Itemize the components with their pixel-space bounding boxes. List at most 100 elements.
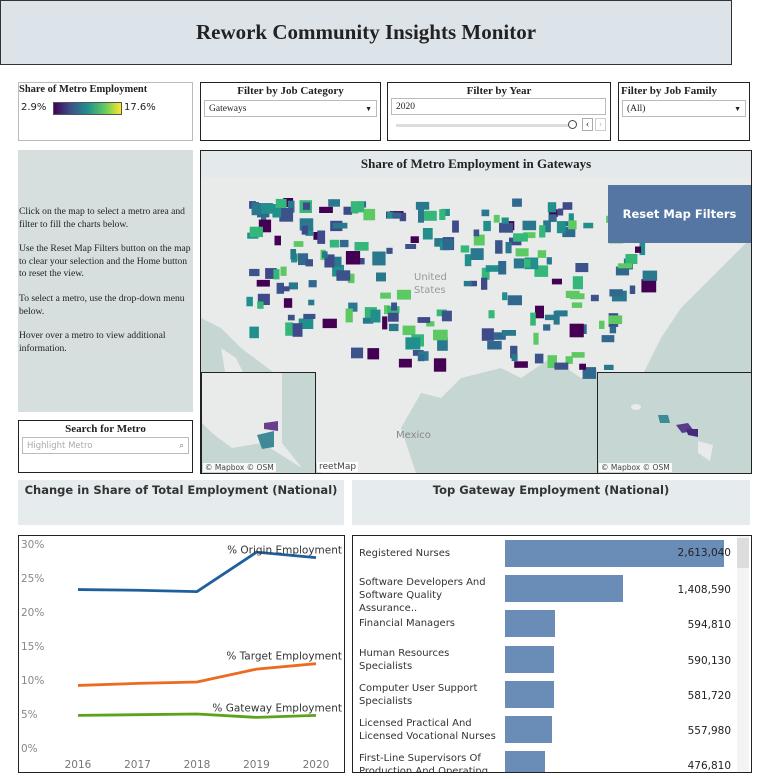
bar[interactable] — [505, 575, 624, 603]
metro-area[interactable] — [386, 247, 393, 254]
metro-area[interactable] — [347, 273, 355, 284]
hawaii-inset[interactable]: © Mapbox © OSM — [597, 372, 751, 473]
metro-area[interactable] — [415, 201, 430, 210]
metro-area[interactable] — [417, 317, 431, 323]
metro-area[interactable] — [473, 229, 480, 237]
metro-area[interactable] — [249, 326, 259, 339]
metro-area[interactable] — [530, 312, 536, 326]
metro-area[interactable] — [257, 293, 270, 305]
metro-area[interactable] — [249, 226, 263, 238]
metro-area[interactable] — [513, 258, 524, 269]
metro-area[interactable] — [601, 335, 615, 343]
metro-area[interactable] — [629, 285, 636, 295]
metro-area[interactable] — [568, 213, 574, 228]
reset-map-filters-button[interactable]: Reset Map Filters — [608, 185, 751, 243]
bar[interactable] — [505, 610, 555, 638]
metro-area[interactable] — [523, 232, 536, 239]
metro-area[interactable] — [391, 302, 397, 311]
metro-area[interactable] — [434, 238, 446, 247]
metro-area[interactable] — [487, 340, 502, 350]
metro-area[interactable] — [273, 269, 280, 280]
metro-area[interactable] — [328, 199, 340, 207]
metro-area[interactable] — [410, 236, 419, 243]
metro-area[interactable] — [322, 318, 337, 329]
metro-area[interactable] — [554, 362, 569, 370]
metro-area[interactable] — [498, 261, 507, 275]
year-input[interactable]: 2020 — [391, 98, 606, 115]
metro-area[interactable] — [305, 259, 314, 267]
metro-area[interactable] — [493, 332, 506, 340]
metro-area[interactable] — [396, 289, 411, 300]
metro-area[interactable] — [514, 361, 528, 368]
metro-area[interactable] — [348, 302, 358, 312]
metro-area[interactable] — [548, 214, 557, 222]
metro-area[interactable] — [356, 258, 365, 265]
metro-area[interactable] — [418, 209, 424, 223]
metro-area[interactable] — [387, 309, 399, 322]
metro-area[interactable] — [372, 251, 386, 266]
alaska-inset[interactable]: © Mapbox © OSM — [201, 372, 316, 473]
metro-area[interactable] — [287, 200, 295, 213]
metro-area[interactable] — [512, 198, 522, 207]
metro-area[interactable] — [481, 277, 488, 290]
year-slider-track[interactable] — [396, 124, 572, 127]
map-attribution[interactable]: © Mapbox © OSM — [599, 463, 672, 472]
metro-area[interactable] — [261, 204, 276, 214]
metro-area[interactable] — [583, 222, 594, 229]
series-line[interactable] — [77, 550, 317, 594]
metro-area[interactable] — [441, 208, 450, 216]
metro-area[interactable] — [376, 272, 386, 282]
metro-area[interactable] — [452, 220, 459, 233]
metro-area[interactable] — [384, 305, 390, 315]
metro-area[interactable] — [288, 282, 298, 290]
metro-area[interactable] — [287, 314, 295, 321]
metro-area[interactable] — [417, 354, 425, 362]
metro-area[interactable] — [599, 320, 605, 329]
metro-area[interactable] — [272, 207, 282, 218]
metro-area[interactable] — [256, 279, 270, 287]
metro-area[interactable] — [301, 225, 308, 235]
metro-area[interactable] — [562, 202, 573, 210]
metro-area[interactable] — [522, 220, 537, 231]
metro-area[interactable] — [329, 239, 339, 248]
metro-area[interactable] — [246, 296, 253, 307]
metro-area[interactable] — [441, 310, 452, 322]
metro-area[interactable] — [382, 316, 388, 330]
metro-area[interactable] — [501, 330, 516, 336]
metro-area[interactable] — [548, 209, 558, 217]
metro-area[interactable] — [534, 353, 544, 364]
metro-area[interactable] — [362, 317, 374, 324]
metro-area[interactable] — [488, 310, 495, 319]
metro-area[interactable] — [493, 214, 500, 223]
metro-area[interactable] — [641, 279, 657, 293]
series-line[interactable] — [77, 662, 317, 687]
metro-area[interactable] — [568, 220, 577, 230]
metro-area[interactable] — [544, 314, 556, 321]
metro-area[interactable] — [502, 292, 508, 301]
metro-area[interactable] — [635, 246, 642, 253]
year-slider-handle[interactable] — [568, 120, 577, 129]
metro-area[interactable] — [345, 308, 353, 323]
metro-area[interactable] — [354, 242, 369, 251]
metro-area[interactable] — [279, 208, 294, 222]
metro-area[interactable] — [280, 266, 287, 276]
metro-area[interactable] — [329, 256, 342, 267]
metro-area[interactable] — [339, 239, 349, 248]
metro-area[interactable] — [422, 228, 433, 240]
metro-area[interactable] — [257, 301, 264, 309]
metro-area[interactable] — [495, 240, 503, 254]
metro-area[interactable] — [546, 257, 552, 265]
metro-area[interactable] — [274, 235, 282, 246]
metro-area[interactable] — [511, 354, 518, 362]
metro-area[interactable] — [505, 242, 512, 254]
scrollbar-thumb[interactable] — [737, 538, 749, 568]
metro-area[interactable] — [547, 202, 557, 213]
metro-area[interactable] — [590, 294, 599, 302]
metro-area[interactable] — [510, 345, 518, 359]
metro-area[interactable] — [405, 244, 417, 249]
metro-area[interactable] — [534, 265, 549, 277]
metro-area[interactable] — [535, 305, 544, 319]
metro-area[interactable] — [308, 280, 317, 288]
metro-area[interactable] — [298, 253, 309, 266]
bar[interactable] — [505, 540, 724, 567]
